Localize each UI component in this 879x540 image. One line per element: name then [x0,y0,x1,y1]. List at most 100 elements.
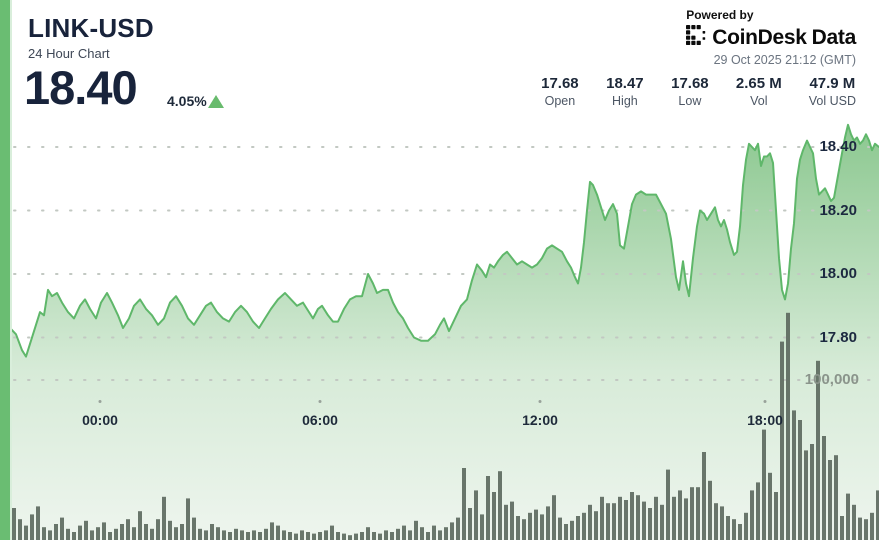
volume-bar [312,533,316,540]
volume-bar [36,506,40,540]
volume-bar [192,517,196,540]
stat-vol-usd: 47.9 M Vol USD [809,75,856,108]
volume-bar [228,532,232,540]
volume-bar [402,525,406,540]
volume-bar [480,514,484,540]
volume-bar [264,528,268,540]
chart-period-label: 24 Hour Chart [28,46,110,61]
volume-bar [384,530,388,540]
volume-bar [216,527,220,540]
volume-bar [690,487,694,540]
volume-bar [654,496,658,540]
volume-axis-label: 100,000 [804,371,859,388]
volume-bar [324,530,328,540]
volume-bar [828,460,832,540]
volume-bar [474,490,478,540]
volume-bar [846,493,850,540]
volume-bar [150,528,154,540]
volume-bar [210,524,214,540]
coindesk-data-logo[interactable]: CoinDesk Data [686,25,856,50]
volume-bar [42,527,46,540]
volume-bar [546,506,550,540]
coindesk-logo-icon [686,25,706,50]
volume-bar [462,468,466,540]
volume-bar [408,530,412,540]
volume-bar [126,519,130,540]
volume-bar [114,528,118,540]
price-area-fill [10,124,879,540]
x-axis-label: 18:00 [747,412,783,428]
volume-bar [798,420,802,540]
left-accent-bar [0,0,12,540]
volume-bar [60,517,64,540]
volume-bar [702,452,706,540]
volume-bar [426,532,430,540]
volume-bar [336,532,340,540]
volume-bar [492,492,496,540]
volume-bar [726,516,730,540]
volume-bar [348,535,352,540]
volume-bar [786,312,790,540]
stat-low-value: 17.68 [671,75,709,92]
volume-bar [624,500,628,540]
volume-bar [588,504,592,540]
volume-bar [738,524,742,540]
volume-bar [354,533,358,540]
volume-bar [672,496,676,540]
volume-bar [684,498,688,540]
volume-bar [372,532,376,540]
stat-high: 18.47 High [606,75,644,108]
volume-bar [144,524,148,540]
volume-bar [132,527,136,540]
volume-bar [594,511,598,540]
volume-bar [762,429,766,540]
stat-vol-label: Vol [750,94,768,108]
volume-bar [636,495,640,540]
powered-by-label: Powered by [686,8,754,22]
volume-bar [678,490,682,540]
price-line [9,123,879,358]
up-triangle-icon [208,95,224,108]
volume-bar [750,490,754,540]
y-axis-label: 18.00 [819,265,857,282]
stat-vol-value: 2.65 M [735,75,782,92]
volume-bar [858,517,862,540]
volume-bar [612,503,616,540]
volume-bar [708,480,712,540]
volume-bar [96,527,100,540]
volume-bar [378,533,382,540]
volume-bar [174,527,178,540]
volume-bar [234,528,238,540]
volume-bar [720,506,724,540]
volume-bar [510,501,514,540]
volume-bar [186,498,190,540]
x-axis-tick [538,400,542,403]
volume-bar [360,532,364,540]
volume-bar [486,476,490,540]
volume-bar [822,436,826,540]
volume-bar [864,519,868,540]
x-axis-tick [763,400,767,403]
stat-vol-usd-label: Vol USD [808,94,856,108]
volume-bar [54,524,58,540]
volume-bar [780,341,784,540]
volume-bar [198,528,202,540]
volume-bar [78,525,82,540]
volume-bar [366,527,370,540]
volume-bar [444,527,448,540]
volume-bar [306,532,310,540]
volume-bar [540,514,544,540]
volume-bar [852,504,856,540]
volume-bar [696,487,700,540]
volume-bar [528,512,532,540]
volume-bar [756,482,760,540]
y-axis-label: 17.80 [819,328,857,346]
volume-bar [258,532,262,540]
volume-bar [564,524,568,540]
volume-bar [576,516,580,540]
volume-bar [222,530,226,540]
pair-title: LINK-USD [28,13,154,43]
stat-low: 17.68 Low [671,75,709,108]
volume-bar [30,514,34,540]
volume-bar [120,524,124,540]
